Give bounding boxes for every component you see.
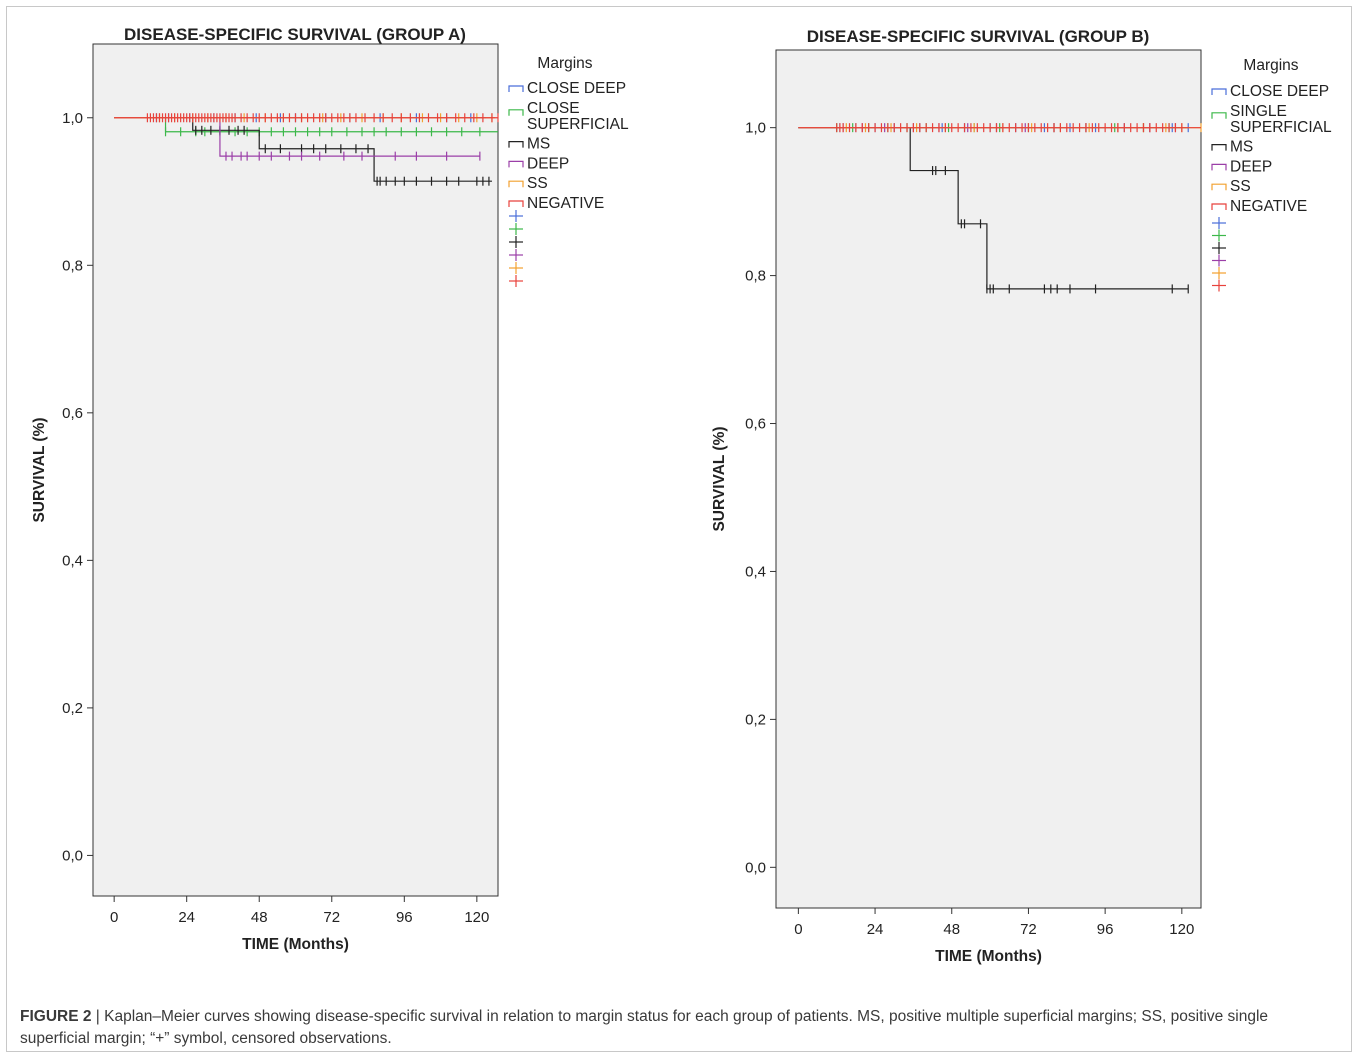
x-tick-label: 0 [794, 921, 802, 938]
legend-label: CLOSE DEEP [527, 80, 626, 97]
x-tick-label: 72 [1020, 921, 1037, 938]
chart-title: DISEASE-SPECIFIC SURVIVAL (GROUP B) [807, 27, 1150, 46]
y-tick-label: 1,0 [62, 110, 83, 127]
x-tick-label: 120 [1169, 921, 1194, 938]
x-tick-label: 24 [867, 921, 884, 938]
y-tick-label: 0,0 [745, 859, 766, 876]
y-tick-label: 0,4 [745, 563, 766, 580]
y-tick-label: 0,0 [62, 847, 83, 864]
chart-panel-a: DISEASE-SPECIFIC SURVIVAL (GROUP A) 0,0 0,… [31, 25, 629, 953]
legend-label: MS [527, 136, 550, 153]
caption-text: Kaplan–Meier curves showing disease-spec… [20, 1008, 1269, 1047]
legend-swatch [508, 85, 524, 92]
x-tick-label: 120 [464, 909, 489, 926]
legend-swatch [1211, 88, 1227, 95]
x-tick-label: 96 [396, 909, 413, 926]
legend-label: SUPERFICIAL [1230, 119, 1332, 136]
x-tick-label: 48 [251, 909, 268, 926]
figure-canvas: DISEASE-SPECIFIC SURVIVAL (GROUP A) 0,0 0,… [31, 25, 1332, 965]
legend-label: SS [1230, 178, 1251, 195]
legend-label: SS [527, 175, 548, 192]
y-tick-label: 0,8 [62, 257, 83, 274]
x-tick-label: 24 [178, 909, 195, 926]
x-tick-label: 96 [1097, 921, 1114, 938]
chart-title: DISEASE-SPECIFIC SURVIVAL (GROUP A) [124, 25, 466, 44]
figure-caption: FIGURE 2 | Kaplan–Meier curves showing d… [20, 1006, 1340, 1050]
x-tick-label: 48 [943, 921, 960, 938]
legend-swatch [508, 160, 524, 168]
y-tick-label: 0,8 [745, 268, 766, 285]
plot-area [775, 49, 1202, 909]
y-tick-label: 0,2 [745, 711, 766, 728]
y-tick-label: 1,0 [745, 120, 766, 137]
x-tick-label: 72 [323, 909, 340, 926]
legend-swatch [1211, 183, 1227, 191]
y-tick-label: 0,6 [62, 405, 83, 422]
x-tick-label: 0 [110, 909, 118, 926]
legend-label: SINGLE [1230, 103, 1287, 120]
legend-swatch [1211, 163, 1227, 171]
figure-frame [6, 6, 1352, 1052]
legend-title: Margins [537, 55, 592, 72]
legend-label: CLOSE DEEP [1230, 83, 1329, 100]
y-tick-label: 0,6 [745, 416, 766, 433]
legend-swatch [508, 180, 524, 188]
caption-separator: | [91, 1008, 105, 1025]
caption-label: FIGURE 2 [20, 1008, 92, 1025]
legend-swatch [1211, 144, 1227, 151]
legend-label: CLOSE [527, 100, 580, 117]
legend-title: Margins [1243, 57, 1298, 74]
legend-swatch [1211, 203, 1227, 210]
legend-swatch [1211, 112, 1227, 119]
legend-swatch [508, 141, 524, 148]
legend-swatch [508, 109, 524, 116]
y-axis-label: SURVIVAL (%) [711, 426, 728, 531]
legend-label: DEEP [527, 155, 569, 172]
legend-label: NEGATIVE [527, 195, 604, 212]
x-axis-label: TIME (Months) [242, 936, 349, 953]
chart-panel-b: DISEASE-SPECIFIC SURVIVAL (GROUP B) 0,0 0,… [711, 27, 1332, 965]
legend-label: NEGATIVE [1230, 198, 1307, 215]
x-axis-label: TIME (Months) [935, 948, 1042, 965]
y-tick-label: 0,4 [62, 552, 83, 569]
plot-area [92, 43, 499, 897]
legend-label: SUPERFICIAL [527, 116, 629, 133]
legend-label: DEEP [1230, 158, 1272, 175]
legend-label: MS [1230, 139, 1253, 156]
y-tick-label: 0,2 [62, 700, 83, 717]
legend-swatch [508, 200, 524, 207]
y-axis-label: SURVIVAL (%) [31, 417, 48, 522]
km-curve-ms [798, 127, 1189, 290]
